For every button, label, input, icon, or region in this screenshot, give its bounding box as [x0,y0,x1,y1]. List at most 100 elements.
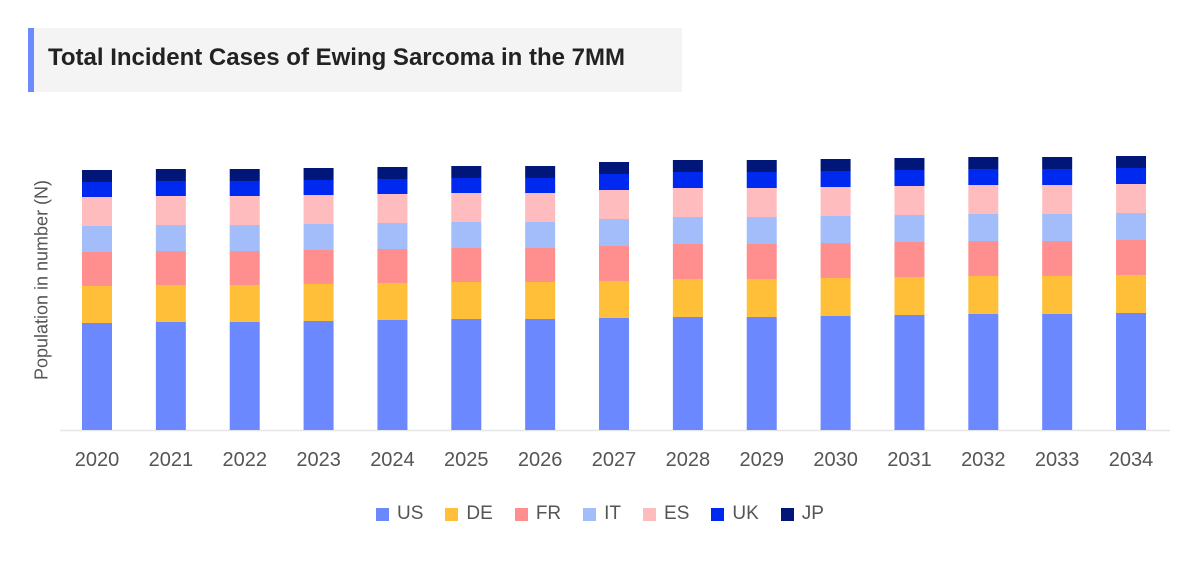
legend-label: ES [664,503,690,524]
x-tick-label: 2020 [75,449,120,471]
bar-JP-2021 [155,169,186,181]
bar-DE-2031 [894,277,925,315]
x-tick-label: 2025 [444,449,489,471]
bar-UK-2033 [1042,169,1073,185]
legend-label: US [397,503,424,524]
legend-item-ES[interactable]: ES [643,503,689,525]
bar-ES-2034 [1116,184,1147,213]
bar-UK-2024 [377,179,408,194]
bar-FR-2027 [599,246,630,281]
legend-item-IT[interactable]: IT [583,503,621,525]
legend-swatch [445,507,459,521]
legend-item-FR[interactable]: FR [514,503,562,525]
bar-ES-2027 [599,190,630,219]
bar-IT-2033 [1042,214,1073,241]
bar-JP-2022 [229,169,260,181]
bar-FR-2026 [525,248,556,282]
x-tick-label: 2033 [1035,449,1080,471]
bar-JP-2020 [82,170,112,182]
bar-JP-2027 [599,162,630,174]
bar-UK-2034 [1116,168,1147,184]
legend-swatch [780,507,794,521]
legend-item-JP[interactable]: JP [780,503,824,525]
bar-UK-2020 [82,182,112,197]
bar-UK-2021 [155,181,186,196]
legend-item-DE[interactable]: DE [445,503,493,525]
legend-swatch [643,507,657,521]
bar-DE-2032 [968,276,999,314]
x-tick-label: 2032 [961,449,1006,471]
bar-FR-2021 [155,251,186,285]
bar-US-2022 [229,322,260,430]
x-tick-label: 2022 [222,449,267,471]
bar-FR-2028 [672,244,703,279]
bar-FR-2025 [451,248,482,282]
legend-label: FR [535,503,562,524]
bar-US-2029 [746,317,777,430]
bar-JP-2023 [303,168,334,180]
bar-IT-2020 [82,226,112,252]
bar-DE-2024 [377,283,408,320]
bar-JP-2025 [451,166,482,178]
legend-item-US[interactable]: US [376,503,423,525]
bar-DE-2029 [746,279,777,317]
bar-UK-2029 [746,172,777,188]
bar-DE-2034 [1116,275,1147,313]
bar-US-2031 [894,315,925,430]
bar-DE-2023 [303,284,334,321]
legend-swatch [514,507,528,521]
bar-UK-2028 [672,172,703,188]
chart-title: Total Incident Cases of Ewing Sarcoma in… [48,44,625,71]
bar-US-2034 [1116,313,1147,430]
bar-JP-2034 [1116,156,1147,168]
bar-FR-2033 [1042,241,1073,276]
x-tick-label: 2029 [739,449,784,471]
bar-US-2027 [599,318,630,430]
bar-UK-2032 [968,169,999,185]
bar-FR-2022 [229,251,260,285]
title-accent-bar [28,28,34,92]
bar-JP-2030 [820,159,851,171]
bar-DE-2026 [525,282,556,319]
bar-US-2024 [377,320,408,430]
bar-JP-2033 [1042,157,1073,169]
x-tick-label: 2031 [887,449,932,471]
bar-IT-2027 [599,219,630,246]
bar-DE-2028 [672,279,703,317]
bar-DE-2025 [451,282,482,319]
bar-FR-2032 [968,241,999,276]
bar-ES-2032 [968,185,999,214]
bar-FR-2023 [303,250,334,284]
bar-IT-2024 [377,223,408,249]
bar-IT-2023 [303,224,334,250]
bar-US-2033 [1042,314,1073,430]
bar-US-2026 [525,319,556,430]
bar-ES-2021 [155,196,186,225]
bar-ES-2022 [229,196,260,225]
bar-FR-2030 [820,243,851,278]
bar-ES-2023 [303,195,334,224]
bar-JP-2024 [377,167,408,179]
bar-ES-2024 [377,194,408,223]
bar-UK-2031 [894,170,925,186]
legend-item-UK[interactable]: UK [711,503,759,525]
bar-UK-2030 [820,171,851,187]
bar-DE-2030 [820,278,851,316]
bar-IT-2028 [672,217,703,244]
bar-FR-2024 [377,249,408,283]
x-tick-label: 2028 [666,449,711,471]
x-tick-label: 2023 [296,449,341,471]
bar-US-2025 [451,319,482,430]
bar-UK-2025 [451,178,482,193]
bar-US-2028 [672,317,703,430]
bar-ES-2025 [451,193,482,222]
bar-ES-2029 [746,188,777,217]
legend: US DE FR IT ES UK JP [0,503,1200,525]
bar-DE-2020 [82,286,112,323]
bar-DE-2021 [155,285,186,322]
bar-US-2021 [155,322,186,430]
legend-swatch [583,507,597,521]
legend-swatch [711,507,725,521]
bar-IT-2025 [451,222,482,248]
